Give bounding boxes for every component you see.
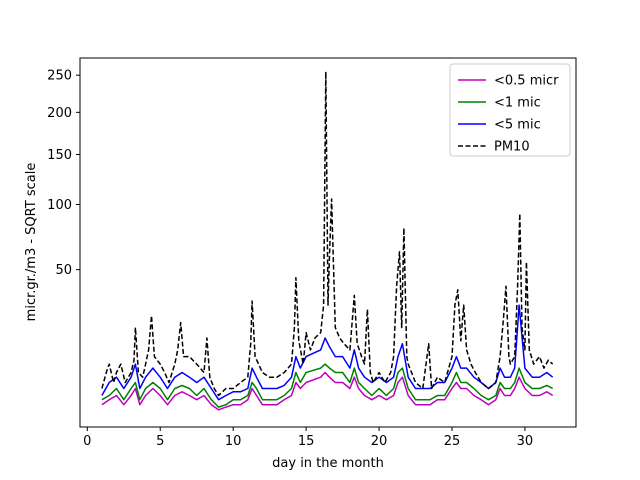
- series-layer: [101, 70, 554, 411]
- x-axis-label: day in the month: [272, 456, 384, 471]
- x-axis: 0 5 10 15 20 25 30: [83, 427, 533, 449]
- y-tick-label: 100: [47, 198, 72, 213]
- y-tick-label: 250: [47, 69, 72, 84]
- y-tick-label: 200: [47, 106, 72, 121]
- y-tick-label: 150: [47, 148, 72, 163]
- x-tick-label: 25: [444, 434, 461, 449]
- x-tick-label: 30: [517, 434, 534, 449]
- legend-box: [449, 63, 571, 157]
- x-tick-label: 5: [156, 434, 164, 449]
- legend-label-1: <1 mic: [494, 96, 541, 111]
- x-tick-label: 10: [225, 434, 242, 449]
- legend-label-3: PM10: [494, 140, 530, 155]
- y-axis-label: micr.gr./m3 - SQRT scale: [24, 163, 39, 322]
- y-axis: 50 100 150 200 250: [47, 69, 80, 278]
- series-line-3: [101, 70, 554, 397]
- series-line-1: [101, 363, 554, 408]
- legend-label-2: <5 mic: [494, 118, 541, 133]
- legend-label-0: <0.5 micr: [494, 74, 559, 89]
- legend: <0.5 micr <1 mic <5 mic PM10: [449, 63, 571, 157]
- x-tick-label: 20: [371, 434, 388, 449]
- plot-frame: [79, 57, 577, 428]
- series-line-0: [101, 371, 554, 411]
- y-tick-label: 50: [55, 263, 72, 278]
- x-tick-label: 15: [298, 434, 315, 449]
- x-tick-label: 0: [83, 434, 91, 449]
